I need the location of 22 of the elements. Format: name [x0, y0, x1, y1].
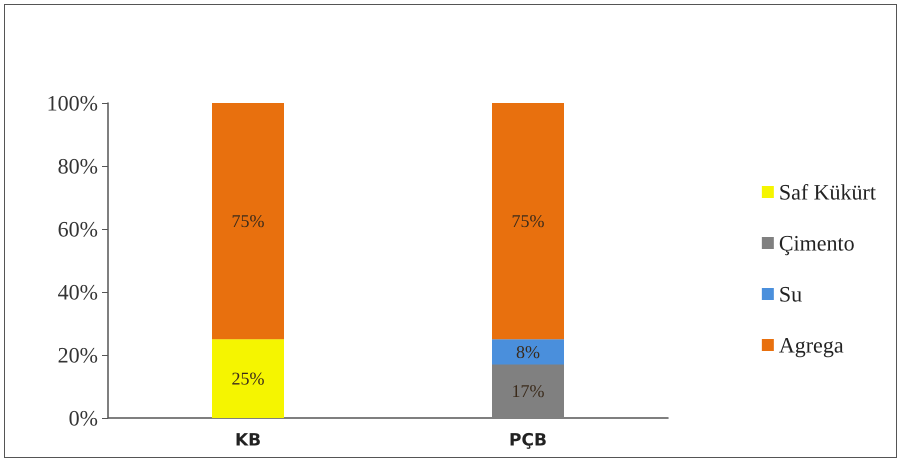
y-tick-label: 0% [68, 406, 98, 430]
legend-label: Saf Kükürt [778, 180, 876, 204]
y-tick-label: 100% [46, 90, 98, 116]
data-label: 75% [512, 211, 544, 232]
data-label: 8% [516, 342, 540, 362]
bar [212, 339, 284, 418]
data-label: 17% [512, 381, 544, 402]
bar [492, 103, 564, 340]
x-tick-label: KB [234, 430, 262, 450]
bar [492, 364, 564, 418]
y-tick-label: 20% [58, 342, 98, 368]
y-tick-label: 60% [58, 216, 98, 242]
data-label: 25% [232, 368, 264, 389]
legend-label: Su [778, 282, 802, 306]
y-tick-label: 40% [58, 280, 98, 304]
legend-label: Agrega [778, 332, 844, 358]
bar [492, 339, 564, 364]
legend-label: Çimento [778, 230, 855, 256]
x-tick-label: PÇB [509, 430, 547, 450]
data-label: 75% [232, 211, 264, 232]
y-tick-label: 80% [58, 154, 98, 178]
bar [212, 103, 284, 340]
